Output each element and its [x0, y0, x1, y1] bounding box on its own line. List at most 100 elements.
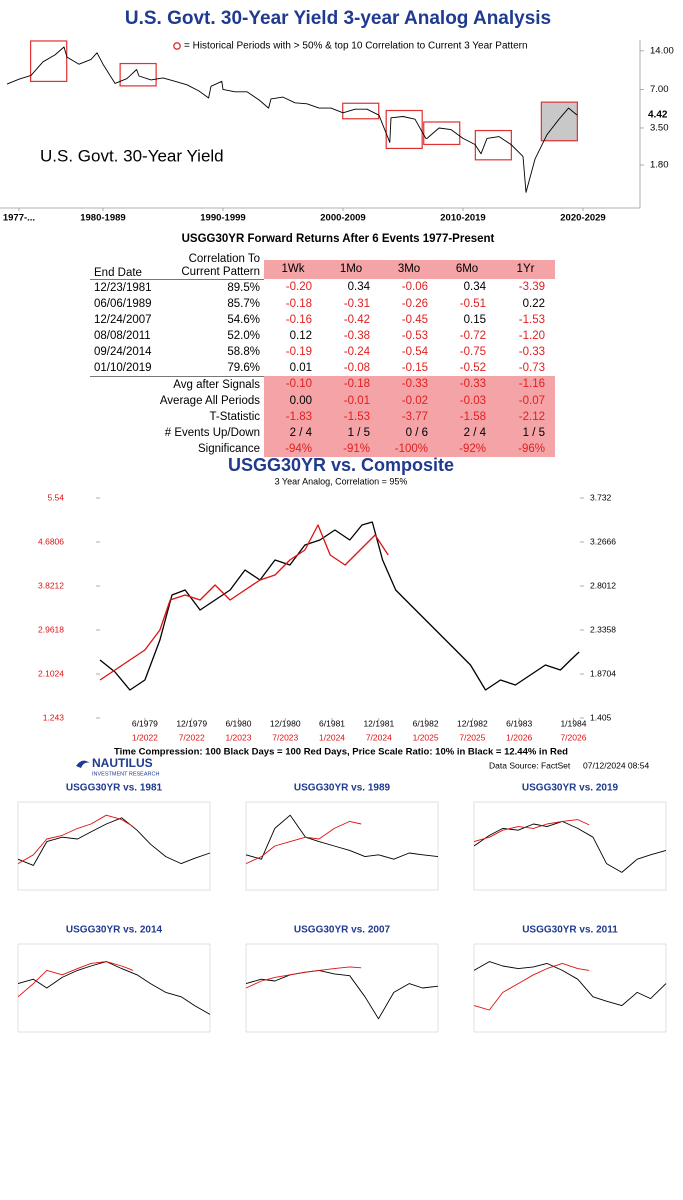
x-tick-label: 12/1982 — [457, 718, 488, 728]
correlation: 85.7% — [227, 297, 260, 310]
series-line — [17, 814, 134, 864]
summary-cell: -3.77 — [380, 408, 438, 425]
y2-tick-label: 3.732 — [590, 492, 612, 502]
analog-period — [474, 129, 512, 161]
mini-title: USGG30YR vs. 1981 — [66, 783, 163, 794]
y-tick-label: 1.80 — [650, 160, 669, 171]
series-line — [245, 814, 439, 860]
return-cell: -0.31 — [343, 297, 370, 310]
y-tick-label: 4.6806 — [38, 536, 64, 546]
column-header: 1Wk — [264, 260, 322, 279]
correlation: 54.6% — [227, 313, 260, 326]
series-line — [473, 962, 590, 1011]
timestamp: 07/12/2024 08:54 — [583, 760, 649, 770]
correlation: 52.0% — [227, 329, 260, 342]
header-row: End Date Correlation To Current Pattern 1W… — [90, 246, 555, 280]
y2-tick-label: 2.3358 — [590, 624, 616, 634]
legend-text: = Historical Periods with > 50% & top 10… — [184, 41, 528, 52]
logo: NAUTILUS — [92, 756, 153, 770]
summary-label: # Events Up/Down — [164, 426, 260, 439]
return-cell: -0.06 — [401, 281, 428, 294]
composite-footnote: Time Compression: 100 Black Days = 100 R… — [114, 747, 568, 758]
summary-label: Avg after Signals — [173, 378, 260, 391]
return-cell: -0.19 — [285, 345, 312, 358]
return-cell: -1.53 — [518, 313, 545, 326]
series-line — [17, 961, 134, 998]
summary-cell: -96% — [496, 440, 555, 457]
series-line — [99, 524, 389, 681]
plot-frame — [473, 943, 667, 1033]
analog-period — [342, 102, 380, 120]
x-tick-label: 2010-2019 — [440, 213, 485, 224]
summary-cell: 0.00 — [264, 392, 322, 409]
table-row: 12/24/2007 54.6% -0.16 -0.42 -0.45 0.15 -1.53 — [90, 312, 555, 328]
x-tick-label: 12/1981 — [363, 718, 394, 728]
series-line — [473, 820, 667, 873]
return-cell: -0.51 — [459, 297, 486, 310]
column-header-cell: 6Mo — [438, 246, 496, 279]
composite-title: USGG30YR vs. Composite — [228, 455, 454, 475]
y2-tick-label: 3.2666 — [590, 536, 616, 546]
y-tick-label: 1.243 — [43, 712, 65, 722]
column-header: 1Yr — [496, 260, 555, 279]
y-tick-label: 3.8212 — [38, 580, 64, 590]
return-cell: 0.34 — [347, 281, 370, 294]
summary-cell: -0.07 — [496, 392, 555, 409]
return-cell: -0.20 — [285, 281, 312, 294]
series-line — [245, 966, 362, 989]
analog-period — [423, 121, 461, 146]
summary-cell: -0.33 — [380, 376, 438, 393]
correlation: 58.8% — [227, 345, 260, 358]
end-date: 09/24/2014 — [94, 345, 152, 358]
mini-title: USGG30YR vs. 2011 — [522, 925, 618, 936]
return-cell: -0.18 — [285, 297, 312, 310]
plot-frame — [245, 943, 439, 1033]
series-line — [6, 46, 578, 193]
table-row: 12/23/1981 89.5% -0.20 0.34 -0.06 0.34 -3.39 — [90, 279, 555, 296]
forward-returns-table: End Date Correlation To Current Pattern 1W… — [90, 246, 555, 457]
mini-title: USGG30YR vs. 2014 — [66, 925, 163, 936]
column-header: 1Mo — [322, 260, 380, 279]
mini-title: USGG30YR vs. 1989 — [294, 783, 391, 794]
y-tick-label: 5.54 — [47, 492, 64, 502]
end-date: 01/10/2019 — [90, 359, 172, 377]
value-label: 4.42 — [648, 110, 668, 121]
correlation: 79.6% — [172, 359, 264, 377]
mini-title: USGG30YR vs. 2007 — [294, 925, 391, 936]
x2-tick-label: 7/2023 — [272, 732, 298, 742]
end-date: 12/23/1981 — [94, 281, 152, 294]
series-line — [473, 961, 667, 1007]
summary-cell: -0.18 — [322, 376, 380, 393]
column-header-cell: 3Mo — [380, 246, 438, 279]
summary-cell: -0.02 — [380, 392, 438, 409]
x2-tick-label: 7/2026 — [560, 732, 586, 742]
summary-cell: -1.16 — [496, 376, 555, 393]
analog-period — [119, 62, 157, 87]
logo-wave — [76, 760, 90, 768]
return-cell: -0.16 — [285, 313, 312, 326]
return-cell: -0.53 — [401, 329, 428, 342]
correlation: 89.5% — [227, 281, 260, 294]
y-tick-label: 7.00 — [650, 84, 669, 95]
x-tick-label: 12/1980 — [270, 718, 301, 728]
summary-cell: -100% — [380, 440, 438, 457]
summary-cell: -2.12 — [496, 408, 555, 425]
series-line — [245, 969, 439, 1020]
y2-tick-label: 2.8012 — [590, 580, 616, 590]
end-date: 08/08/2011 — [94, 329, 151, 342]
x-tick-label: 1/1984 — [560, 718, 586, 728]
summary-cell: -1.58 — [438, 408, 496, 425]
value-label-bg — [646, 107, 676, 122]
return-cell: 0.34 — [463, 281, 486, 294]
x-tick-label: 1990-1999 — [200, 213, 245, 224]
x2-tick-label: 1/2026 — [506, 732, 532, 742]
summary-row: T-Statistic -1.83 -1.53 -3.77 -1.58 -2.12 — [90, 408, 555, 425]
x-tick-label: 6/1979 — [132, 718, 158, 728]
y-tick-label: 14.00 — [650, 45, 674, 56]
series-line — [473, 819, 590, 843]
column-header-cell: 1Wk — [264, 246, 322, 279]
y-tick-label: 3.50 — [650, 122, 669, 133]
